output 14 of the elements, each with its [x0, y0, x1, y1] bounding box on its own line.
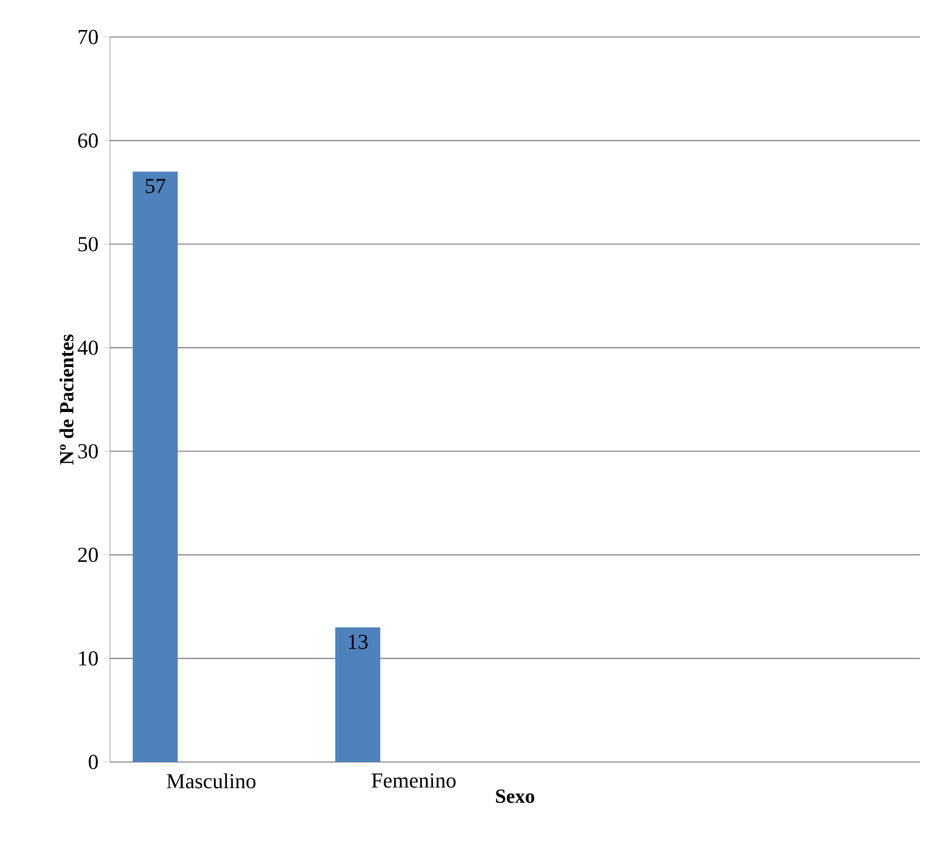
x-tick-label: Femenino — [372, 773, 456, 788]
y-tick-label: 60 — [78, 133, 98, 148]
x-axis-title: Sexo — [496, 790, 534, 803]
y-tick-label: 0 — [88, 754, 98, 770]
y-tick-label: 70 — [78, 30, 98, 44]
x-tick-label: Masculino — [166, 773, 256, 788]
y-tick-label: 30 — [78, 444, 98, 458]
y-tick-label: 10 — [79, 651, 98, 666]
data-label: 57 — [146, 179, 166, 194]
y-axis-title: Nº de Pacientes — [59, 334, 74, 465]
y-tick-label: 20 — [78, 548, 98, 562]
y-tick-label: 40 — [78, 340, 98, 355]
y-tick-label: 50 — [78, 236, 98, 252]
data-label: 13 — [348, 634, 368, 650]
